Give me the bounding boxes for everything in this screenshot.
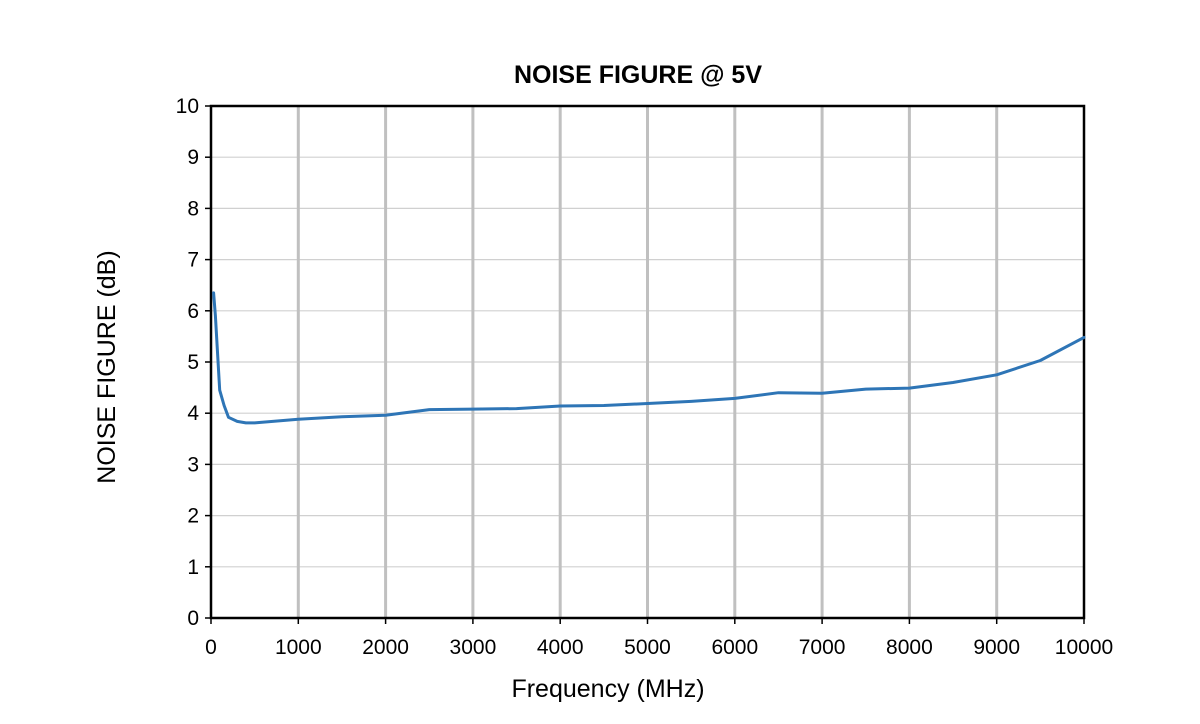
x-tick-label: 0 (205, 636, 217, 659)
y-tick-label: 10 (176, 95, 199, 118)
y-tick-label: 2 (187, 505, 199, 528)
y-tick-label: 5 (187, 351, 199, 374)
x-tick-label: 5000 (624, 636, 671, 659)
y-tick-label: 0 (187, 607, 199, 630)
x-tick-label: 8000 (886, 636, 933, 659)
axis-ticks: 0 1 2 3 4 5 6 7 8 9 10 0 1000 2000 3000 4000 5000 6000 700… (176, 95, 1114, 659)
x-tick-label: 1000 (275, 636, 322, 659)
x-tick-label: 7000 (799, 636, 846, 659)
x-axis-label: Frequency (MHz) (511, 675, 704, 703)
y-axis-label: NOISE FIGURE (dB) (93, 250, 121, 483)
x-tick-label: 2000 (362, 636, 409, 659)
y-tick-label: 3 (187, 453, 199, 476)
noise-figure-line (212, 291, 1086, 425)
chart-title: NOISE FIGURE @ 5V (514, 61, 762, 89)
y-tick-label: 7 (187, 249, 199, 272)
x-tick-label: 6000 (711, 636, 758, 659)
y-tick-label: 6 (187, 300, 199, 323)
y-tick-label: 8 (187, 197, 199, 220)
grid-lines (211, 106, 1084, 618)
y-tick-label: 4 (187, 402, 199, 425)
x-tick-label: 3000 (450, 636, 497, 659)
y-tick-label: 9 (187, 146, 199, 169)
y-tick-label: 1 (187, 556, 199, 579)
x-tick-label: 4000 (537, 636, 584, 659)
series-layer (212, 291, 1086, 425)
x-tick-label: 10000 (1055, 636, 1113, 659)
x-tick-label: 9000 (973, 636, 1020, 659)
